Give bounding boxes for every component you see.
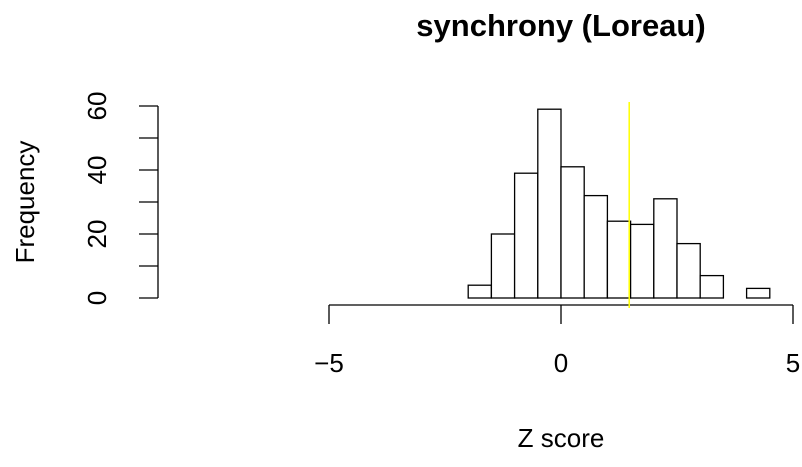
y-tick-label: 20: [82, 220, 112, 249]
x-axis-label: Z score: [518, 423, 605, 453]
x-tick-label: 5: [786, 348, 800, 378]
bar: [653, 198, 678, 299]
bar: [537, 108, 562, 299]
y-tick-label: 0: [82, 291, 112, 305]
x-tick-label: −5: [314, 348, 344, 378]
bar: [490, 233, 516, 299]
bar: [513, 172, 539, 299]
y-tick-label: 40: [82, 156, 112, 185]
y-tick-label: 60: [82, 92, 112, 121]
bar: [467, 284, 493, 299]
bar: [676, 242, 701, 299]
y-axis-label: Frequency: [10, 141, 40, 264]
bar: [745, 287, 771, 299]
x-tick-label: 0: [554, 348, 568, 378]
chart-title: synchrony (Loreau): [416, 8, 705, 43]
bar: [583, 194, 609, 299]
bar: [699, 274, 725, 299]
bar: [560, 166, 585, 299]
bar: [629, 223, 655, 299]
bar: [606, 220, 632, 299]
